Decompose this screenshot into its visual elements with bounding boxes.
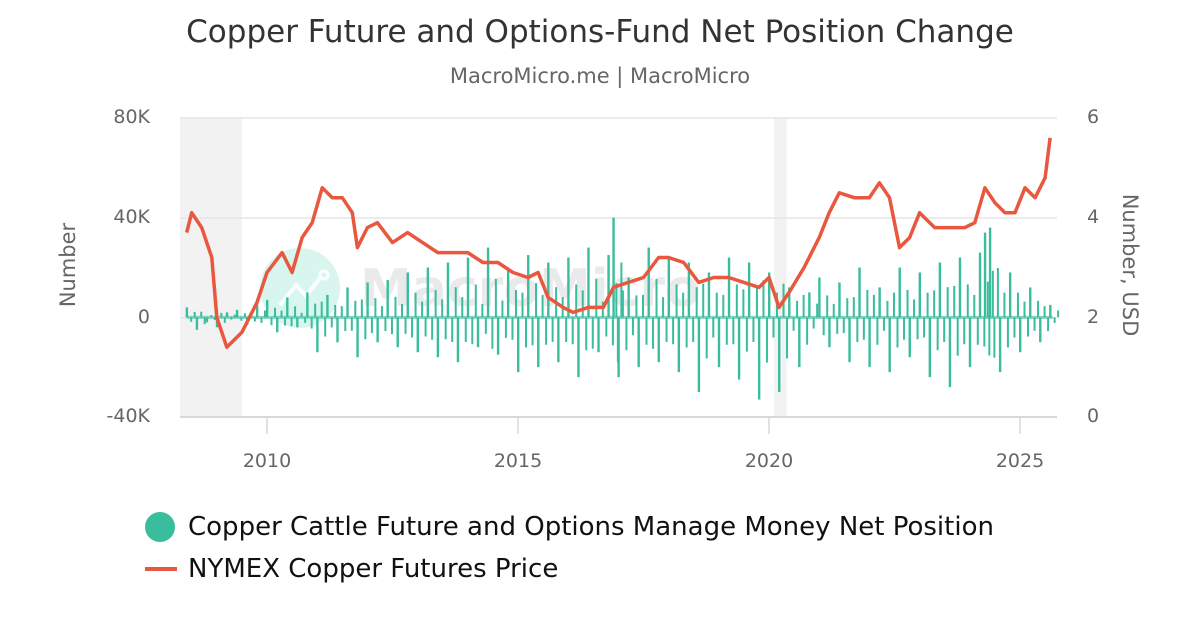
svg-text:MacroMicro: MacroMicro	[360, 259, 701, 319]
legend-label: Copper Cattle Future and Options Manage …	[188, 512, 994, 542]
chart-subtitle: MacroMicro.me | MacroMicro	[449, 64, 751, 88]
legend-item-net-position[interactable]: Copper Cattle Future and Options Manage …	[145, 506, 994, 548]
x-tick-2020: 2020	[744, 450, 794, 472]
x-axis	[180, 416, 1057, 434]
legend-line-icon	[145, 567, 177, 571]
right-tick-4: 4	[1087, 206, 1100, 228]
legend-item-price[interactable]: NYMEX Copper Futures Price	[145, 548, 994, 590]
legend: Copper Cattle Future and Options Manage …	[145, 506, 994, 590]
watermark: MacroMicro	[260, 248, 701, 328]
right-tick-0: 0	[1087, 405, 1100, 427]
left-tick-40k: 40K	[113, 206, 150, 228]
x-tick-2010: 2010	[242, 450, 292, 472]
net-position-bars	[185, 217, 1060, 400]
legend-circle-icon	[145, 512, 175, 542]
right-tick-6: 6	[1087, 106, 1100, 128]
legend-label: NYMEX Copper Futures Price	[188, 554, 559, 584]
chart-title: Copper Future and Options-Fund Net Posit…	[186, 14, 1014, 50]
recession-bands	[180, 118, 787, 417]
left-tick-80k: 80K	[113, 106, 150, 128]
left-tick-0: 0	[137, 306, 150, 328]
x-tick-2025: 2025	[995, 450, 1045, 472]
right-tick-2: 2	[1087, 306, 1100, 328]
price-line	[185, 137, 1052, 349]
x-tick-2015: 2015	[493, 450, 543, 472]
left-tick-neg40k: -40K	[106, 405, 151, 427]
left-axis-title: Number	[56, 222, 80, 308]
right-axis-title: Number, USD	[1118, 193, 1142, 337]
